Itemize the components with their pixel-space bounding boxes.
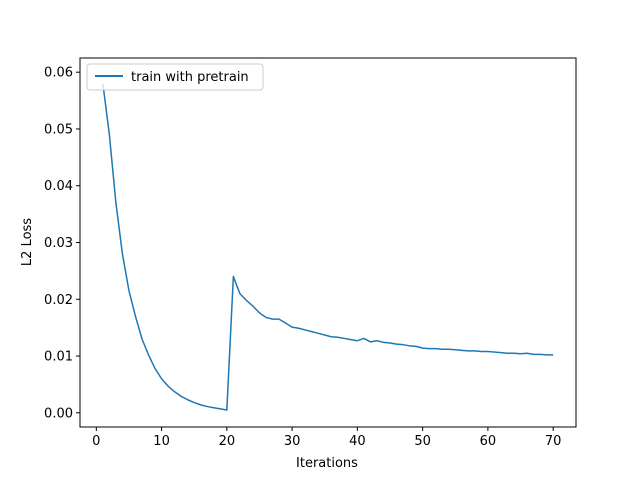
y-axis-ticks: 0.00 0.01 0.02 0.03 0.04 0.05 0.06 <box>44 66 80 421</box>
x-axis-label: Iterations <box>296 456 358 471</box>
x-tick-label: 30 <box>284 434 301 449</box>
x-tick-label: 10 <box>153 434 170 449</box>
legend-box <box>86 63 264 91</box>
x-tick-label: 40 <box>349 434 366 449</box>
x-tick-label: 20 <box>219 434 236 449</box>
y-tick-label: 0.04 <box>44 179 73 194</box>
plot-area <box>79 57 577 428</box>
series-line-train-with-pretrain <box>102 83 554 411</box>
y-tick-label: 0.05 <box>44 122 73 137</box>
axes-frame <box>79 57 577 428</box>
y-tick-label: 0.00 <box>44 406 73 421</box>
y-axis-label: L2 Loss <box>20 218 35 266</box>
x-tick-label: 0 <box>92 434 100 449</box>
legend-label: train with pretrain <box>131 70 249 85</box>
legend: train with pretrain <box>86 63 264 91</box>
y-tick-label: 0.01 <box>44 350 73 365</box>
x-tick-label: 60 <box>480 434 497 449</box>
x-tick-label: 70 <box>545 434 562 449</box>
y-tick-label: 0.03 <box>44 236 73 251</box>
x-tick-label: 50 <box>414 434 431 449</box>
x-axis-ticks: 0 10 20 30 40 50 60 70 <box>92 427 561 449</box>
y-tick-label: 0.06 <box>44 66 73 81</box>
y-tick-label: 0.02 <box>44 293 73 308</box>
